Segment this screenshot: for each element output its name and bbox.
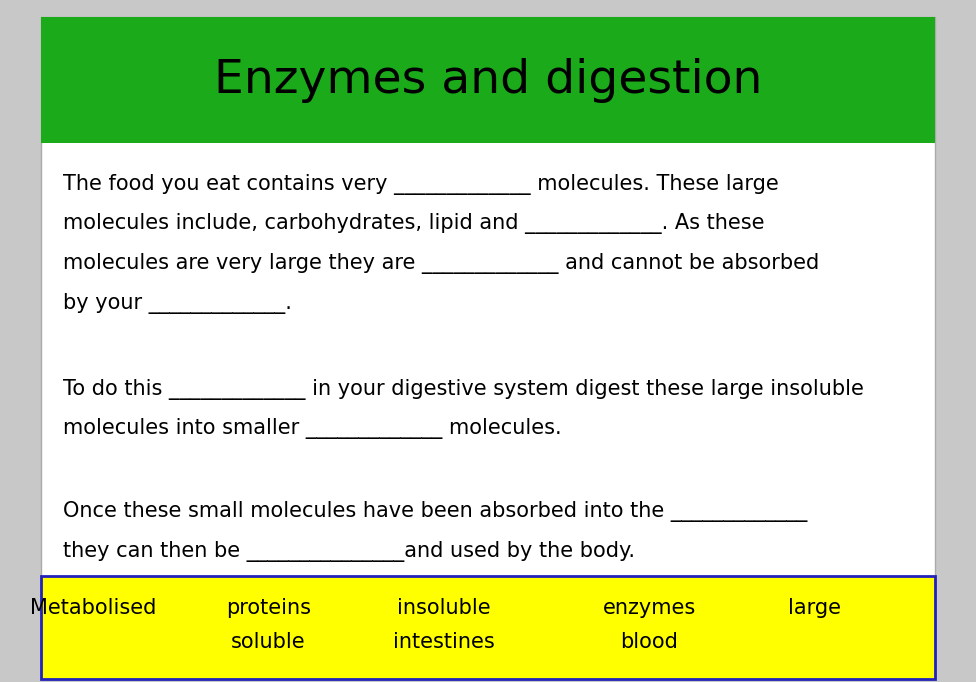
Text: molecules into smaller _____________ molecules.: molecules into smaller _____________ mol… bbox=[63, 418, 562, 439]
Text: insoluble: insoluble bbox=[397, 598, 491, 619]
FancyBboxPatch shape bbox=[41, 17, 935, 679]
Text: large: large bbox=[789, 598, 841, 619]
FancyBboxPatch shape bbox=[41, 576, 935, 679]
Text: blood: blood bbox=[620, 632, 678, 653]
Text: molecules include, carbohydrates, lipid and _____________. As these: molecules include, carbohydrates, lipid … bbox=[63, 213, 765, 235]
Text: proteins: proteins bbox=[225, 598, 311, 619]
Text: they can then be _______________and used by the body.: they can then be _______________and used… bbox=[63, 541, 635, 562]
Text: The food you eat contains very _____________ molecules. These large: The food you eat contains very _________… bbox=[63, 174, 779, 195]
Text: soluble: soluble bbox=[231, 632, 305, 653]
Text: Metabolised: Metabolised bbox=[29, 598, 156, 619]
Text: intestines: intestines bbox=[393, 632, 495, 653]
FancyBboxPatch shape bbox=[41, 17, 935, 143]
Text: Enzymes and digestion: Enzymes and digestion bbox=[214, 58, 762, 102]
Text: molecules are very large they are _____________ and cannot be absorbed: molecules are very large they are ______… bbox=[63, 253, 820, 274]
Text: To do this _____________ in your digestive system digest these large insoluble: To do this _____________ in your digesti… bbox=[63, 379, 865, 400]
Text: by your _____________.: by your _____________. bbox=[63, 293, 293, 314]
Text: Once these small molecules have been absorbed into the _____________: Once these small molecules have been abs… bbox=[63, 501, 808, 522]
Text: enzymes: enzymes bbox=[602, 598, 696, 619]
